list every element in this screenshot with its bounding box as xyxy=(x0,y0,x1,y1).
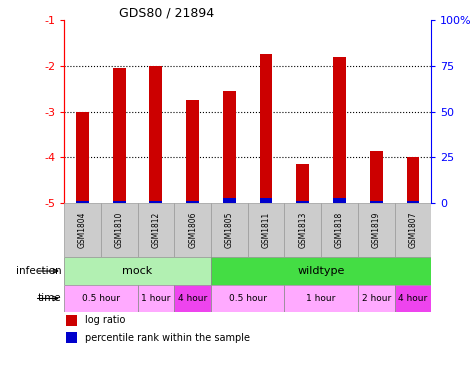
Bar xyxy=(296,201,309,203)
Text: 2 hour: 2 hour xyxy=(361,294,391,303)
FancyBboxPatch shape xyxy=(395,203,431,257)
Bar xyxy=(66,315,77,326)
Text: GSM1811: GSM1811 xyxy=(262,212,271,249)
FancyBboxPatch shape xyxy=(321,203,358,257)
Text: wildtype: wildtype xyxy=(297,266,345,276)
FancyBboxPatch shape xyxy=(211,285,285,312)
Bar xyxy=(333,57,346,203)
Text: 4 hour: 4 hour xyxy=(178,294,207,303)
FancyBboxPatch shape xyxy=(211,257,431,285)
Bar xyxy=(407,157,419,203)
Text: percentile rank within the sample: percentile rank within the sample xyxy=(85,333,250,343)
Bar xyxy=(223,91,236,203)
Bar xyxy=(76,201,89,203)
Text: GSM1812: GSM1812 xyxy=(152,212,161,249)
Text: 1 hour: 1 hour xyxy=(306,294,336,303)
FancyBboxPatch shape xyxy=(285,203,321,257)
Bar xyxy=(370,201,383,203)
Bar xyxy=(370,150,383,203)
Bar xyxy=(296,164,309,203)
Text: 0.5 hour: 0.5 hour xyxy=(228,294,266,303)
Bar xyxy=(150,66,162,203)
Text: GSM1818: GSM1818 xyxy=(335,212,344,249)
Text: infection: infection xyxy=(16,266,62,276)
Bar xyxy=(260,55,273,203)
FancyBboxPatch shape xyxy=(64,203,101,257)
FancyBboxPatch shape xyxy=(101,203,138,257)
Text: GDS80 / 21894: GDS80 / 21894 xyxy=(119,6,214,19)
FancyBboxPatch shape xyxy=(64,285,138,312)
Bar xyxy=(186,100,199,203)
Bar xyxy=(186,201,199,203)
Text: 0.5 hour: 0.5 hour xyxy=(82,294,120,303)
FancyBboxPatch shape xyxy=(358,203,395,257)
Text: GSM1813: GSM1813 xyxy=(298,212,307,249)
Text: GSM1804: GSM1804 xyxy=(78,212,87,249)
Text: GSM1819: GSM1819 xyxy=(372,212,381,249)
Bar xyxy=(66,332,77,343)
Bar xyxy=(113,201,125,203)
FancyBboxPatch shape xyxy=(211,203,248,257)
FancyBboxPatch shape xyxy=(138,203,174,257)
Bar xyxy=(150,201,162,203)
Text: 4 hour: 4 hour xyxy=(399,294,428,303)
Text: GSM1806: GSM1806 xyxy=(188,212,197,249)
Text: time: time xyxy=(38,294,62,303)
FancyBboxPatch shape xyxy=(64,257,211,285)
Text: GSM1810: GSM1810 xyxy=(114,212,124,249)
Bar xyxy=(260,198,273,203)
Text: 1 hour: 1 hour xyxy=(141,294,171,303)
Text: GSM1807: GSM1807 xyxy=(408,212,418,249)
Bar xyxy=(333,198,346,203)
Bar xyxy=(113,68,125,203)
FancyBboxPatch shape xyxy=(174,203,211,257)
FancyBboxPatch shape xyxy=(358,285,395,312)
FancyBboxPatch shape xyxy=(248,203,285,257)
Text: GSM1805: GSM1805 xyxy=(225,212,234,249)
FancyBboxPatch shape xyxy=(174,285,211,312)
FancyBboxPatch shape xyxy=(138,285,174,312)
Bar xyxy=(407,201,419,203)
FancyBboxPatch shape xyxy=(395,285,431,312)
Text: log ratio: log ratio xyxy=(85,315,125,325)
Bar xyxy=(223,198,236,203)
FancyBboxPatch shape xyxy=(285,285,358,312)
Bar xyxy=(76,112,89,203)
Text: mock: mock xyxy=(123,266,152,276)
